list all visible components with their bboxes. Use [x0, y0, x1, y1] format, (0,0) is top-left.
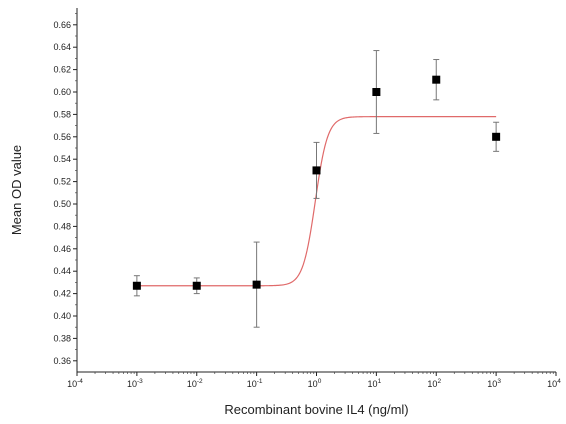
data-point: [313, 166, 321, 174]
x-axis-ticks: 10-4 10-3 10-2 10-1 100 101 102 103 104: [67, 372, 561, 389]
y-tick-label: 0.64: [53, 42, 71, 52]
x-tick-label: 102: [427, 378, 441, 389]
y-tick-label: 0.36: [53, 356, 71, 366]
y-tick-label: 0.56: [53, 132, 71, 142]
y-tick-label: 0.44: [53, 266, 71, 276]
y-tick-label: 0.46: [53, 244, 71, 254]
y-tick-label: 0.54: [53, 154, 71, 164]
x-tick-label: 101: [368, 378, 382, 389]
data-point: [253, 281, 261, 289]
x-tick-label: 103: [487, 378, 501, 389]
y-tick-label: 0.50: [53, 199, 71, 209]
x-tick-label: 100: [308, 378, 322, 389]
y-tick-label: 0.58: [53, 109, 71, 119]
y-tick-label: 0.52: [53, 177, 71, 187]
y-axis-title: Mean OD value: [9, 145, 24, 235]
x-axis-title: Recombinant bovine IL4 (ng/ml): [224, 402, 408, 417]
data-point: [133, 282, 141, 290]
x-tick-label: 10-2: [187, 378, 203, 389]
y-tick-label: 0.40: [53, 311, 71, 321]
x-tick-label: 104: [547, 378, 561, 389]
y-tick-label: 0.62: [53, 65, 71, 75]
data-point: [193, 282, 201, 290]
x-tick-label: 10-1: [247, 378, 263, 389]
y-tick-label: 0.38: [53, 333, 71, 343]
x-tick-label: 10-3: [127, 378, 143, 389]
y-tick-label: 0.48: [53, 221, 71, 231]
y-axis-ticks: 0.36 0.38 0.40 0.42 0.44 0.46 0.48 0.50 0.52 0.54…: [53, 14, 77, 366]
y-tick-label: 0.60: [53, 87, 71, 97]
x-tick-label: 10-4: [67, 378, 83, 389]
data-point: [372, 88, 380, 96]
data-point: [432, 76, 440, 84]
y-tick-label: 0.66: [53, 20, 71, 30]
data-point: [492, 133, 500, 141]
y-tick-label: 0.42: [53, 289, 71, 299]
